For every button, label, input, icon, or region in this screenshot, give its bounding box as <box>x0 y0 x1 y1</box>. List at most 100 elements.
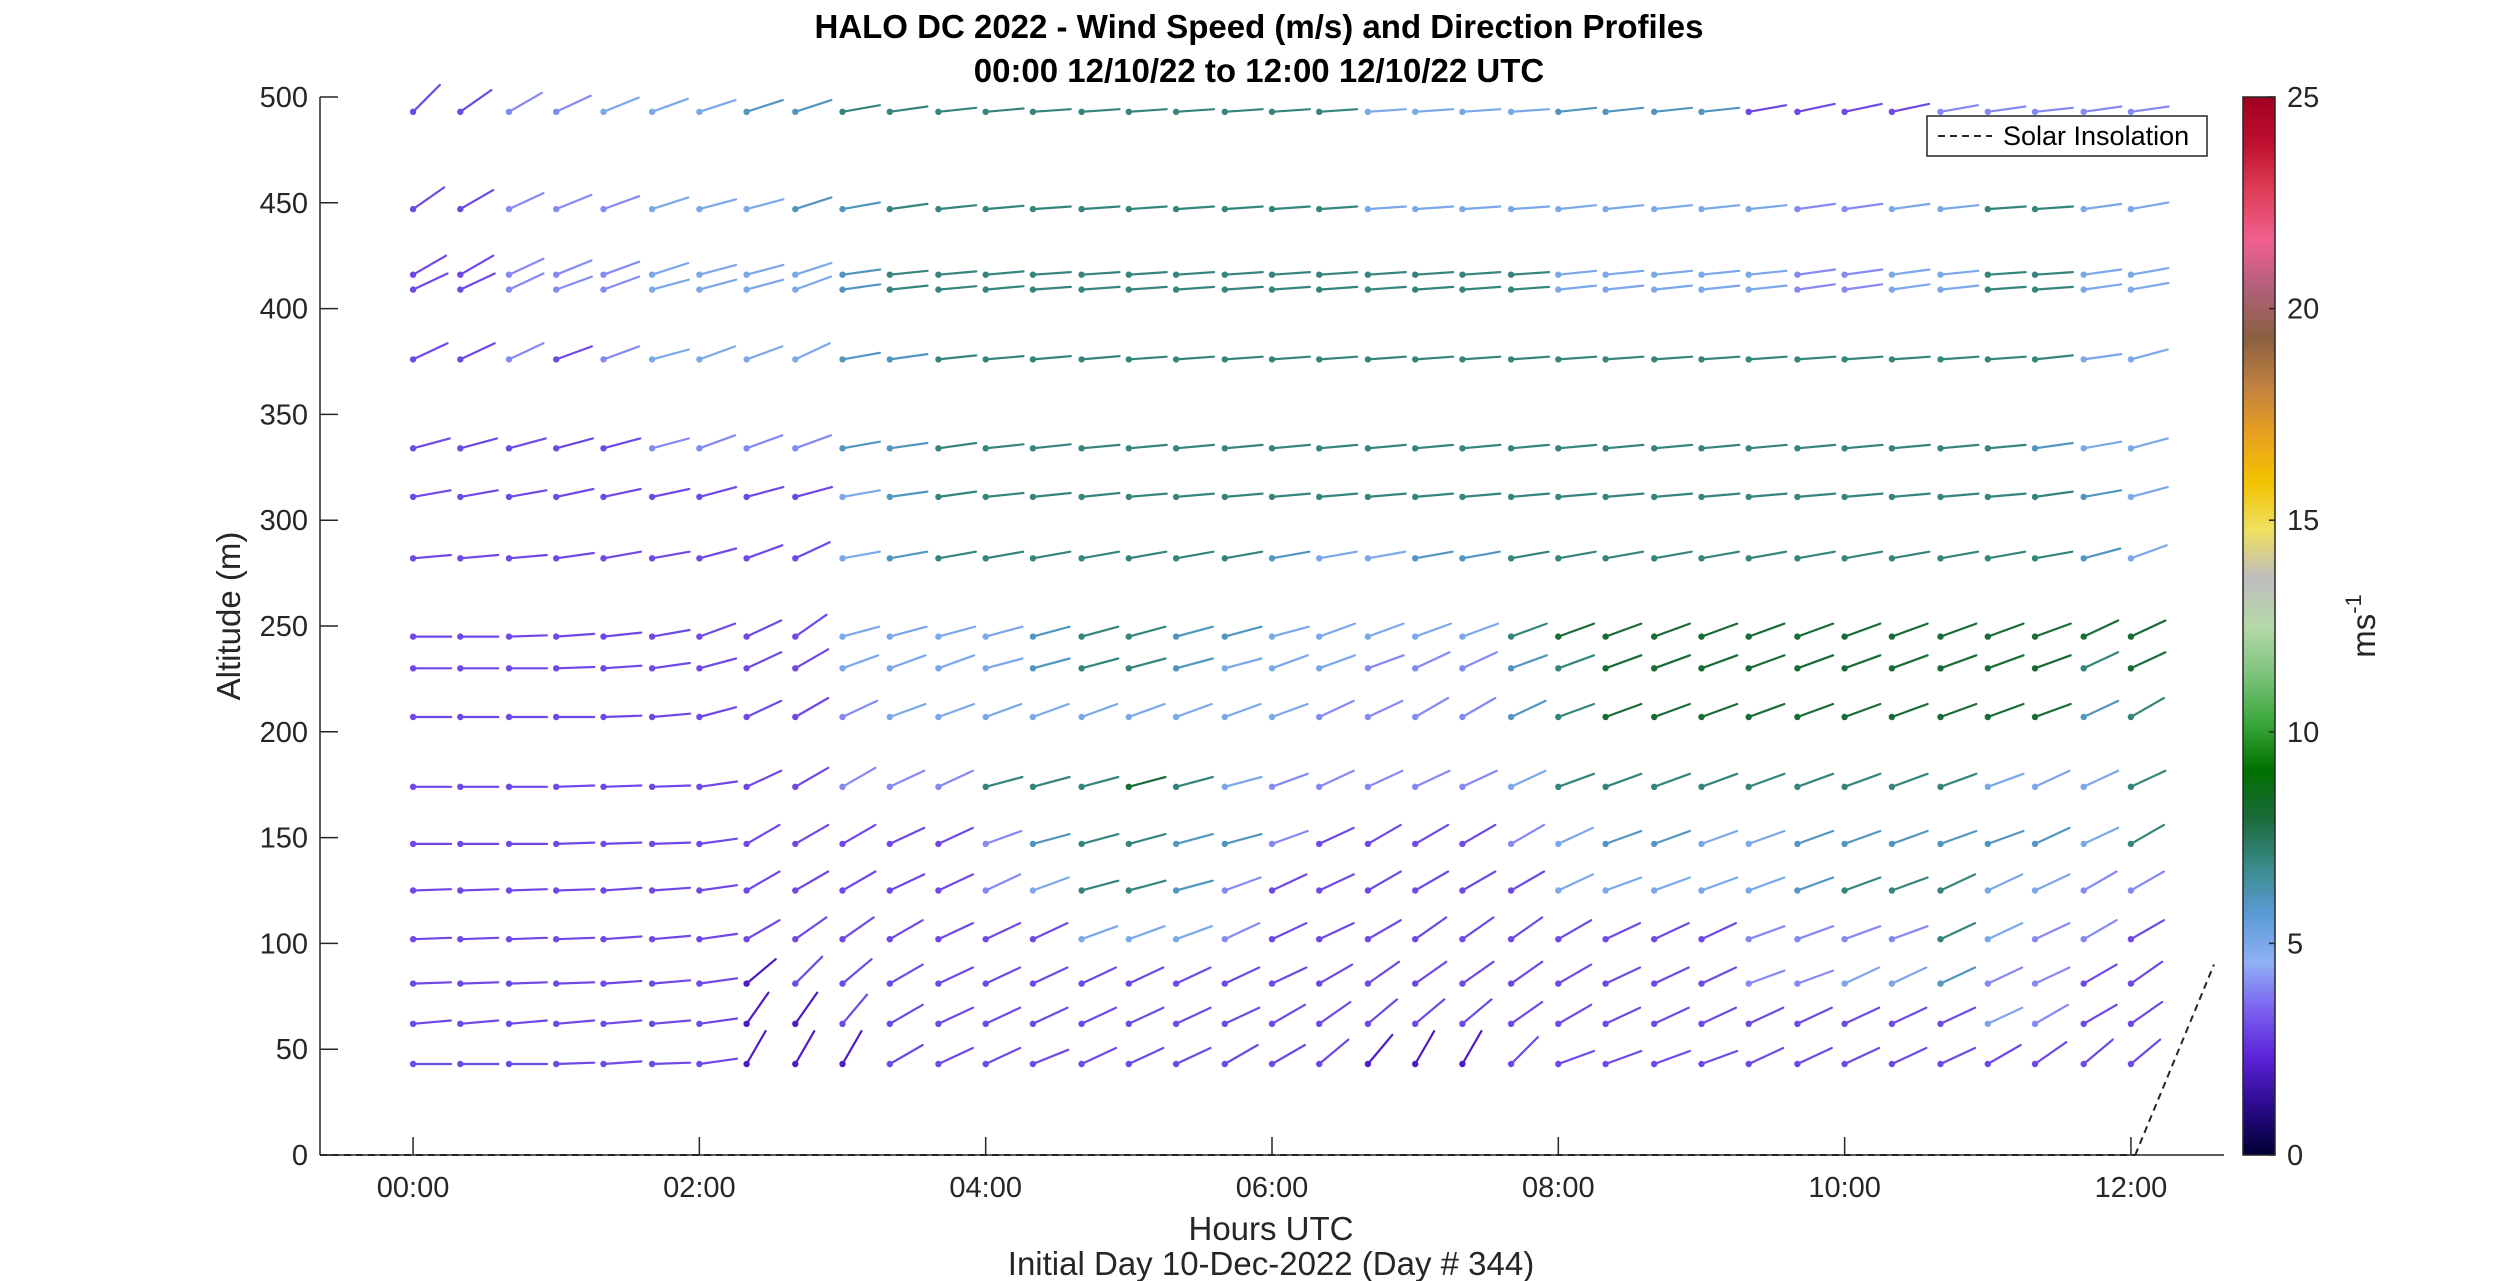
wind-barb-base <box>982 783 989 790</box>
wind-barb-base <box>839 493 846 501</box>
wind-barb-base <box>505 840 513 848</box>
wind-barb-base <box>1984 1020 1992 1027</box>
wind-barb <box>1414 550 1454 560</box>
wind-barb <box>794 823 830 846</box>
wind-barb <box>1318 492 1359 498</box>
wind-barb <box>1986 622 2025 638</box>
wind-barb-base <box>648 1020 656 1027</box>
wind-barb-base <box>839 286 846 293</box>
wind-barb-base <box>1651 108 1658 116</box>
wind-barb <box>745 619 783 638</box>
wind-barb <box>1653 876 1692 892</box>
wind-barb-base <box>1841 555 1848 562</box>
wind-barb-base <box>600 887 607 894</box>
wind-barb <box>650 196 690 211</box>
wind-barb <box>841 993 869 1025</box>
wind-barb-base <box>743 493 750 501</box>
wind-barb <box>1986 550 2027 560</box>
wind-barb-base <box>1555 493 1562 501</box>
wind-barb <box>2129 870 2165 892</box>
wind-barb <box>1939 284 1980 291</box>
wind-barb-base <box>2080 108 2087 116</box>
wind-barb <box>2129 486 2169 498</box>
wind-barb <box>1031 491 1072 498</box>
wind-barb <box>841 104 882 113</box>
wind-barb-base <box>2127 271 2135 278</box>
wind-barb <box>1890 622 1929 638</box>
wind-barb-base <box>1651 936 1658 943</box>
wind-barb-base <box>1029 1020 1037 1027</box>
wind-barb-base <box>1268 783 1276 790</box>
wind-barb <box>1604 654 1643 670</box>
wind-barb-base <box>1507 286 1515 293</box>
wind-barb-base <box>1459 936 1466 943</box>
wind-barb-base <box>1316 887 1323 894</box>
wind-barb-base <box>792 713 799 721</box>
wind-barb-base <box>1794 286 1801 293</box>
wind-barb <box>1653 772 1692 788</box>
wind-barb-base <box>648 493 656 501</box>
wind-barb <box>2082 651 2120 670</box>
wind-barb <box>2082 699 2120 719</box>
wind-barb-base <box>1794 1060 1801 1068</box>
wind-barb <box>745 870 781 892</box>
wind-barb <box>459 254 495 276</box>
wind-barb <box>1080 355 1121 361</box>
wind-barb <box>1653 550 1693 560</box>
wind-barb <box>1747 654 1786 670</box>
wind-barb-base <box>1745 980 1752 987</box>
legend-entry-solar: Solar Insolation <box>2003 121 2189 151</box>
wind-barb-base <box>1268 493 1276 501</box>
wind-barb <box>650 261 690 276</box>
wind-barb-base <box>886 633 893 640</box>
wind-barb-base <box>2080 665 2087 672</box>
wind-barb-base <box>1888 445 1896 452</box>
wind-barb <box>2082 769 2120 788</box>
wind-barb <box>1127 205 1168 211</box>
y-tick-label: 450 <box>260 188 308 220</box>
wind-barb-base <box>1029 555 1037 562</box>
wind-barb <box>1366 492 1407 498</box>
wind-barb <box>1747 622 1786 638</box>
wind-barb <box>650 712 692 719</box>
wind-barb-base <box>696 271 703 278</box>
wind-barb-base <box>1507 665 1515 672</box>
wind-barb <box>888 769 926 788</box>
chart-title: HALO DC 2022 - Wind Speed (m/s) and Dire… <box>814 8 1703 45</box>
wind-barb <box>888 284 929 291</box>
wind-barb <box>1986 105 2027 113</box>
wind-barb-base <box>505 713 513 721</box>
wind-barb-base <box>1937 205 1944 213</box>
wind-barb <box>459 437 499 450</box>
wind-barb <box>1986 271 2027 276</box>
wind-barb-base <box>696 887 703 894</box>
wind-barb <box>841 625 881 638</box>
wind-barb <box>1747 876 1786 892</box>
wind-barb <box>1890 550 1931 560</box>
wind-barb-base <box>1316 205 1323 213</box>
wind-barb <box>937 204 978 211</box>
wind-barb <box>794 196 833 211</box>
wind-barb <box>1414 1029 1436 1066</box>
wind-barb-base <box>1794 936 1801 943</box>
wind-barb <box>1414 492 1455 498</box>
wind-barb-base <box>935 980 942 987</box>
wind-barb-base <box>2127 665 2135 672</box>
wind-barb <box>745 769 783 788</box>
wind-barb <box>507 489 548 498</box>
wind-barb <box>1414 355 1455 361</box>
wind-barb-base <box>1029 665 1037 672</box>
wind-barb-base <box>2031 493 2039 501</box>
wind-barb-base <box>1794 356 1801 363</box>
wind-barb <box>1653 355 1694 361</box>
y-tick-label: 300 <box>260 505 308 537</box>
wind-barb-base <box>935 1020 942 1027</box>
wind-barb-base <box>982 665 989 672</box>
wind-barb <box>1796 654 1835 670</box>
wind-barb <box>1223 285 1264 291</box>
wind-barb-base <box>982 356 989 363</box>
wind-barb-base <box>1937 633 1944 640</box>
wind-barb-base <box>1459 271 1466 278</box>
wind-barb <box>1700 284 1741 291</box>
wind-barb-base <box>1794 271 1801 278</box>
